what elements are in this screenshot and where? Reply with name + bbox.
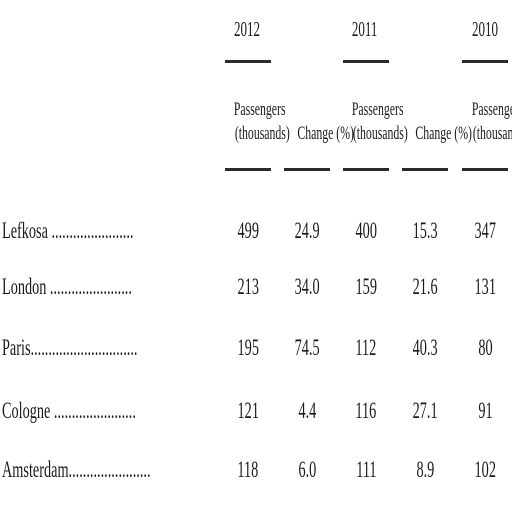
cell-change-2012: 6.0 <box>298 457 316 482</box>
cell-passengers-2010: 91 <box>477 398 493 423</box>
cell-change-2012: 74.5 <box>294 335 320 360</box>
year-rule-2012 <box>225 60 271 63</box>
cell-passengers-2011: 400 <box>355 218 377 243</box>
cell-passengers-2011: 159 <box>355 274 377 299</box>
column-header-passengers-2011: Passengers (thousands) <box>351 99 408 144</box>
cell-passengers-2012: 195 <box>237 335 259 360</box>
row-label-london: London ....................... <box>2 274 132 299</box>
header-rule-change-2012 <box>284 168 330 171</box>
cell-passengers-2011: 116 <box>355 398 377 423</box>
column-header-change-2011: Change (%) <box>415 123 472 144</box>
cell-passengers-2010: 131 <box>474 274 496 299</box>
year-rule-2010 <box>462 60 508 63</box>
cell-passengers-2012: 213 <box>237 274 259 299</box>
cell-passengers-2010: 102 <box>474 457 496 482</box>
row-label-amsterdam: Amsterdam....................... <box>2 457 151 482</box>
column-header-passengers-2010: Passengers (thousands) <box>471 99 512 144</box>
cell-passengers-2010: 80 <box>477 335 493 360</box>
cell-passengers-2010: 347 <box>474 218 496 243</box>
year-header-2012: 2012 <box>233 17 261 41</box>
header-rule-passengers-2012 <box>225 168 271 171</box>
cell-passengers-2012: 121 <box>237 398 259 423</box>
cell-change-2012: 4.4 <box>298 398 316 423</box>
year-header-2010: 2010 <box>471 17 499 41</box>
column-header-change-2012: Change (%) <box>297 123 354 144</box>
column-header-passengers-2012: Passengers (thousands) <box>233 99 290 144</box>
cell-change-2011: 21.6 <box>412 274 438 299</box>
year-rule-2011 <box>343 60 389 63</box>
cell-change-2011: 8.9 <box>416 457 434 482</box>
header-rule-change-2011 <box>402 168 448 171</box>
row-label-paris: Paris.............................. <box>2 335 138 360</box>
cell-change-2012: 34.0 <box>294 274 320 299</box>
cell-passengers-2012: 499 <box>237 218 259 243</box>
cell-passengers-2012: 118 <box>237 457 259 482</box>
cell-change-2012: 24.9 <box>294 218 320 243</box>
year-header-2011: 2011 <box>352 17 378 41</box>
cell-passengers-2011: 112 <box>355 335 377 360</box>
row-label-lefkosa: Lefkosa ....................... <box>2 218 134 243</box>
cell-change-2011: 27.1 <box>412 398 438 423</box>
cell-change-2011: 15.3 <box>412 218 438 243</box>
header-rule-passengers-2010 <box>462 168 508 171</box>
cell-passengers-2011: 111 <box>355 457 377 482</box>
row-label-cologne: Cologne ....................... <box>2 398 136 423</box>
cell-change-2011: 40.3 <box>412 335 438 360</box>
header-rule-passengers-2011 <box>343 168 389 171</box>
